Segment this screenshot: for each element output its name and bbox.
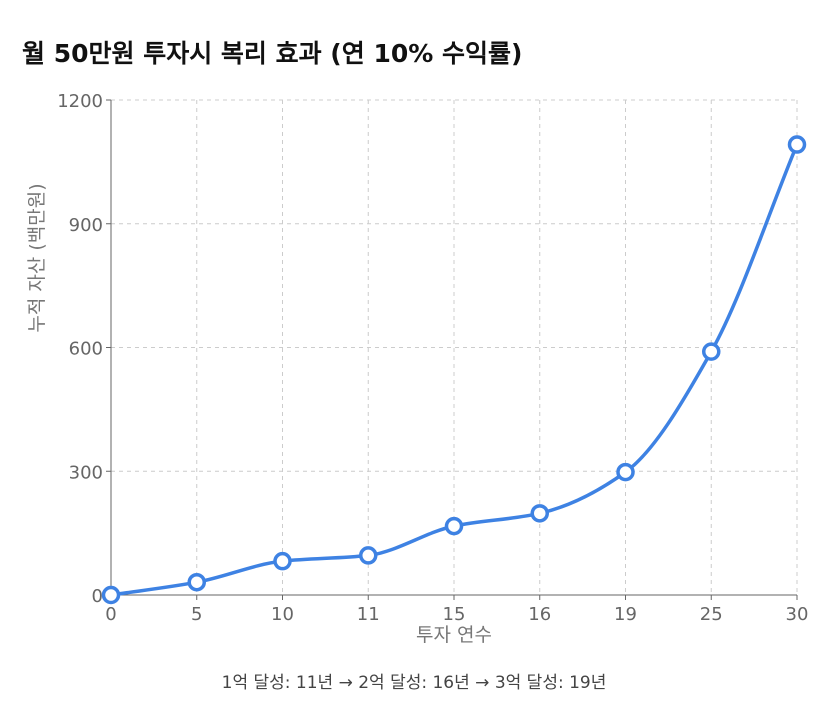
y-tick-label: 600 [69,339,103,360]
x-tick-label: 30 [786,604,809,625]
x-tick-label: 11 [357,604,380,625]
x-tick-label: 25 [700,604,723,625]
data-point [187,572,206,592]
series-layer [101,135,807,605]
data-point [444,516,464,536]
y-tick-label: 0 [92,586,103,607]
data-point [273,551,292,571]
tick-labels: 0 300 600 900 1200 0 5 10 11 15 16 19 25 30 [57,91,808,625]
grid-lines [111,99,798,595]
chart-title: 월 50만원 투자시 복리 효과 (연 10% 수익률) [22,39,523,68]
data-point [530,504,549,523]
x-tick-label: 16 [528,604,551,625]
x-tick-label: 10 [271,604,294,625]
data-point [702,342,721,361]
x-tick-label: 0 [105,604,116,625]
data-point [359,546,378,565]
x-tick-label: 19 [614,604,637,625]
y-tick-label: 1200 [57,91,103,112]
x-tick-label: 15 [443,604,466,625]
x-axis-label: 투자 연수 [416,624,492,646]
y-axis-label: 누적 자산 (백만원) [26,183,48,332]
y-tick-label: 300 [69,462,103,483]
milestone-note: 1억 달성: 11년 → 2억 달성: 16년 → 3억 달성: 19년 [221,673,607,693]
data-point [101,585,121,605]
data-point [787,135,807,154]
data-point [616,462,635,482]
y-tick-label: 900 [69,215,103,236]
x-tick-label: 5 [191,604,202,625]
